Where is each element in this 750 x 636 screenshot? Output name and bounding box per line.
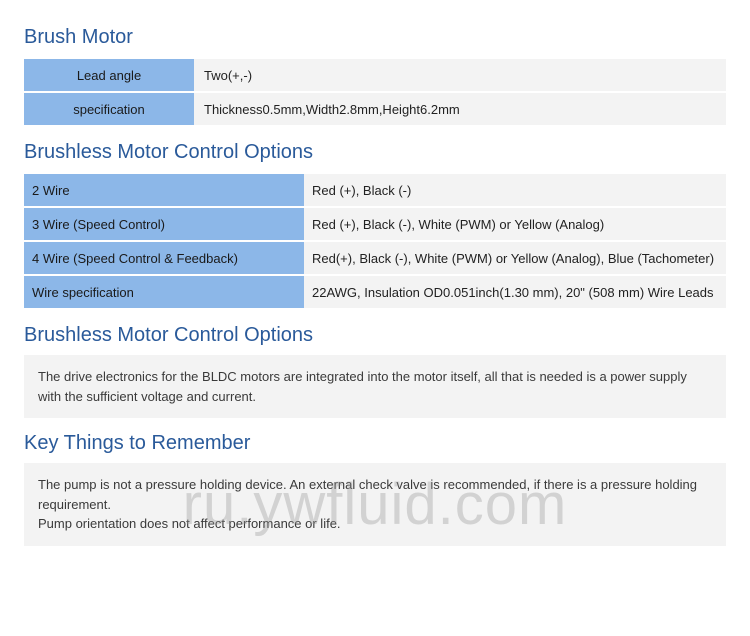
cell-label: 4 Wire (Speed Control & Feedback) xyxy=(24,242,304,274)
cell-value: Thickness0.5mm,Width2.8mm,Height6.2mm xyxy=(194,93,726,125)
cell-value: Red (+), Black (-) xyxy=(304,174,726,206)
brushless-note-title: Brushless Motor Control Options xyxy=(24,324,726,347)
brushless-note-box: The drive electronics for the BLDC motor… xyxy=(24,355,726,418)
cell-label: 2 Wire xyxy=(24,174,304,206)
key-things-box: The pump is not a pressure holding devic… xyxy=(24,463,726,546)
key-things-title: Key Things to Remember xyxy=(24,432,726,455)
cell-label: Wire specification xyxy=(24,276,304,308)
brush-motor-title: Brush Motor xyxy=(24,26,726,49)
cell-label: Lead angle xyxy=(24,59,194,91)
table-row: 2 Wire Red (+), Black (-) xyxy=(24,174,726,206)
table-row: specification Thickness0.5mm,Width2.8mm,… xyxy=(24,93,726,125)
brushless-options-title: Brushless Motor Control Options xyxy=(24,141,726,164)
brushless-options-table: 2 Wire Red (+), Black (-) 3 Wire (Speed … xyxy=(24,172,726,310)
table-row: Wire specification 22AWG, Insulation OD0… xyxy=(24,276,726,308)
cell-label: specification xyxy=(24,93,194,125)
table-row: 4 Wire (Speed Control & Feedback) Red(+)… xyxy=(24,242,726,274)
cell-value: Red(+), Black (-), White (PWM) or Yellow… xyxy=(304,242,726,274)
cell-value: Red (+), Black (-), White (PWM) or Yello… xyxy=(304,208,726,240)
cell-label: 3 Wire (Speed Control) xyxy=(24,208,304,240)
table-row: Lead angle Two(+,-) xyxy=(24,59,726,91)
cell-value: 22AWG, Insulation OD0.051inch(1.30 mm), … xyxy=(304,276,726,308)
cell-value: Two(+,-) xyxy=(194,59,726,91)
brush-motor-table: Lead angle Two(+,-) specification Thickn… xyxy=(24,57,726,127)
table-row: 3 Wire (Speed Control) Red (+), Black (-… xyxy=(24,208,726,240)
